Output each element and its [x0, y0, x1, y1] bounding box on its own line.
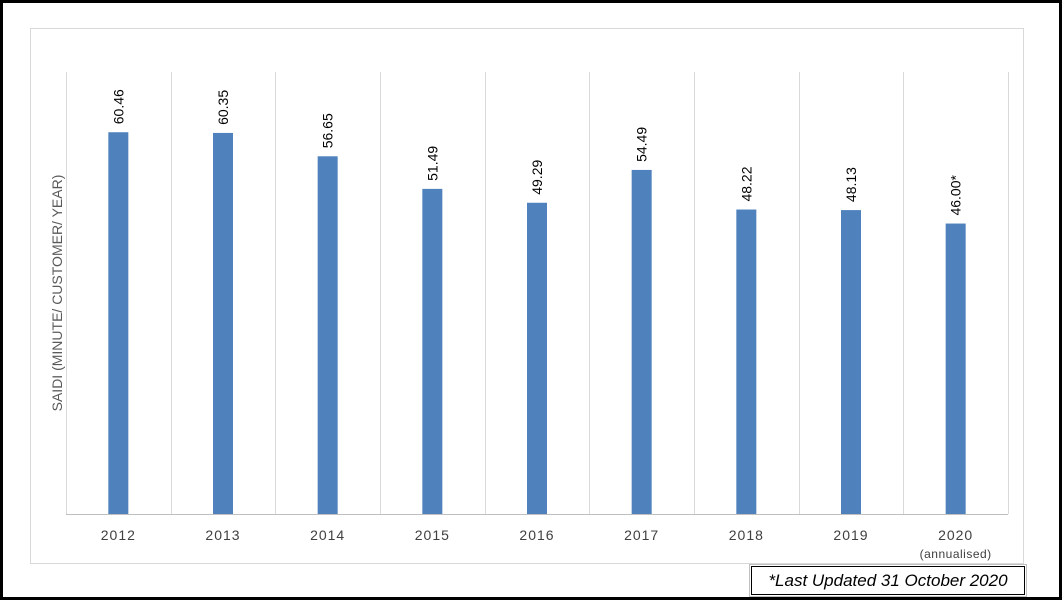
x-tick-label: 2018 — [729, 527, 764, 543]
data-label: 56.65 — [320, 113, 336, 148]
bar — [841, 210, 861, 514]
bar — [527, 202, 547, 514]
bar — [422, 188, 443, 514]
bar — [108, 132, 129, 514]
data-label: 48.13 — [843, 167, 859, 202]
last-updated-note: *Last Updated 31 October 2020 — [749, 564, 1027, 597]
bar — [213, 132, 233, 514]
data-label: 49.29 — [529, 160, 545, 195]
x-tick-sublabel: (annualised) — [920, 547, 992, 561]
x-tick-label: 2017 — [624, 527, 659, 543]
bar — [736, 209, 757, 514]
bar — [317, 156, 338, 514]
x-tick-label: 2016 — [519, 527, 554, 543]
data-label: 54.49 — [634, 127, 650, 162]
bar — [631, 169, 652, 514]
data-label: 48.22 — [738, 166, 754, 201]
bar — [945, 223, 966, 515]
x-tick-label: 2019 — [833, 527, 868, 543]
data-label: 51.49 — [424, 146, 440, 181]
data-label: 60.35 — [215, 90, 231, 125]
x-tick-label: 2020 — [938, 527, 973, 543]
chart-area — [30, 28, 1024, 564]
x-tick-label: 2014 — [310, 527, 345, 543]
x-tick-label: 2013 — [205, 527, 240, 543]
data-label: 60.46 — [110, 89, 126, 124]
x-tick-label: 2015 — [415, 527, 450, 543]
data-label: 46.00* — [948, 175, 964, 216]
x-tick-label: 2012 — [101, 527, 136, 543]
y-axis-label: SAIDI (MINUTE/ CUSTOMER/ YEAR) — [49, 174, 65, 412]
